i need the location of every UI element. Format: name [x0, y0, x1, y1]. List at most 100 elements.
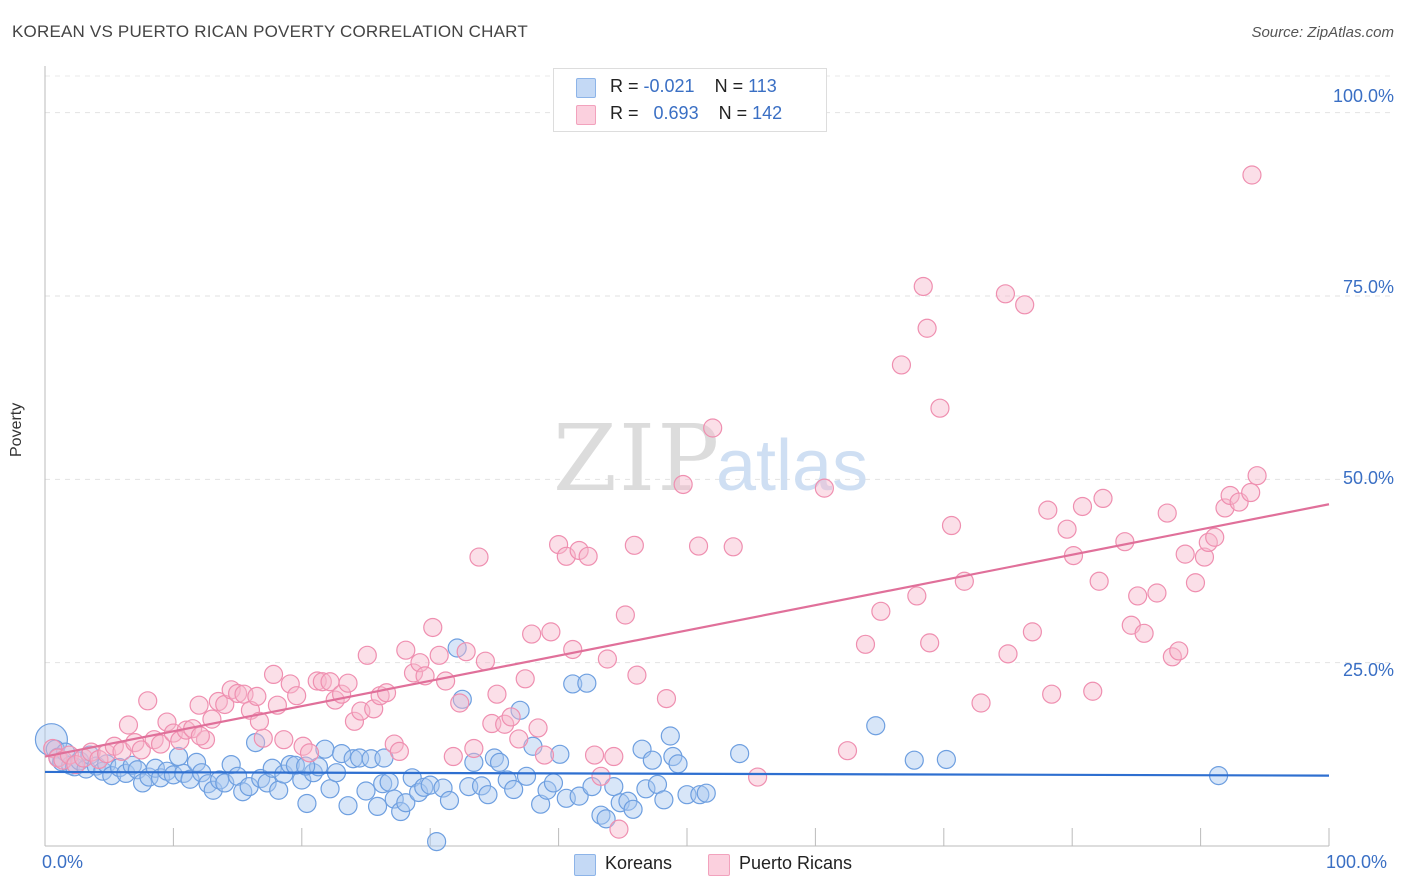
- watermark-atlas: atlas: [716, 426, 868, 506]
- puerto-rican-point: [344, 711, 365, 731]
- korean-point: [332, 743, 352, 764]
- puerto-rican-point: [1147, 583, 1167, 603]
- puerto-rican-point: [89, 749, 109, 770]
- korean-point: [696, 783, 716, 803]
- korean-point: [356, 781, 376, 801]
- legend-swatch-koreans: [576, 78, 596, 98]
- y-tick-label-50: 50.0%: [1342, 468, 1394, 488]
- korean-point: [233, 782, 253, 802]
- puerto-rican-point: [1247, 466, 1267, 486]
- puerto-rican-point: [624, 535, 644, 555]
- puerto-rican-point: [247, 686, 267, 707]
- puerto-rican-point: [609, 819, 629, 839]
- puerto-rican-point: [1198, 532, 1218, 553]
- puerto-rican-point: [930, 398, 950, 418]
- puerto-rican-point: [522, 624, 542, 644]
- legend-r-label: R =: [610, 103, 644, 123]
- y-tick-label-75: 75.0%: [1342, 277, 1394, 297]
- puerto-rican-point: [53, 750, 73, 770]
- puerto-rican-point: [501, 707, 521, 727]
- puerto-rican-point: [615, 605, 635, 625]
- korean-point: [623, 799, 643, 819]
- puerto-rican-point: [541, 622, 561, 642]
- puerto-rican-point: [591, 766, 611, 786]
- y-axis-label: Poverty: [8, 402, 25, 457]
- korean-point: [203, 780, 223, 800]
- korean-point: [596, 809, 616, 829]
- puerto-rican-point: [487, 684, 507, 704]
- puerto-rican-point: [1089, 571, 1109, 591]
- korean-point: [320, 779, 340, 799]
- bottom-legend-label-puerto-ricans: Puerto Ricans: [739, 853, 853, 873]
- puerto-ricans-points: [43, 165, 1267, 839]
- puerto-rican-point: [1083, 681, 1103, 701]
- korean-point: [257, 773, 277, 793]
- puerto-rican-point: [584, 745, 605, 765]
- korean-point: [730, 743, 750, 764]
- korean-point: [497, 770, 517, 790]
- korean-point: [504, 779, 524, 800]
- puerto-rican-point: [312, 672, 332, 692]
- korean-point: [198, 774, 218, 794]
- puerto-rican-point: [656, 688, 677, 709]
- puerto-rican-point: [534, 745, 555, 765]
- puerto-rican-point: [150, 734, 171, 754]
- korean-point: [904, 750, 924, 770]
- puerto-rican-point: [891, 355, 912, 375]
- korean-point: [636, 779, 656, 799]
- x-tick-label-min: 0.0%: [42, 852, 84, 872]
- puerto-rican-point: [190, 726, 210, 746]
- korean-point: [550, 744, 570, 764]
- korean-point: [427, 831, 447, 852]
- korean-point: [591, 805, 611, 825]
- puerto-rican-point: [118, 715, 139, 735]
- koreans-points: [34, 638, 1229, 852]
- korean-point: [168, 746, 189, 767]
- puerto-rican-point: [814, 478, 834, 498]
- puerto-rican-point: [1134, 623, 1154, 643]
- korean-point: [690, 785, 710, 805]
- puerto-rican-point: [138, 691, 158, 711]
- puerto-rican-point: [475, 651, 496, 671]
- korean-point: [221, 754, 241, 775]
- puerto-rican-point: [376, 683, 397, 703]
- puerto-rican-point: [249, 711, 270, 731]
- puerto-rican-point: [495, 714, 515, 734]
- puerto-rican-point: [469, 547, 489, 567]
- korean-trend-line: [44, 770, 1330, 777]
- puerto-rican-point: [1169, 641, 1189, 661]
- korean-point: [433, 778, 453, 798]
- chart-title: KOREAN VS PUERTO RICAN POVERTY CORRELATI…: [12, 22, 528, 41]
- puerto-rican-point: [998, 644, 1018, 664]
- puerto-rican-point: [1241, 482, 1261, 503]
- puerto-rican-point: [436, 671, 456, 691]
- puerto-rican-point: [837, 741, 858, 761]
- korean-point: [180, 769, 200, 789]
- y-tick-label-25: 25.0%: [1342, 660, 1394, 680]
- korean-point: [537, 780, 557, 800]
- puerto-rican-point: [578, 546, 598, 566]
- puerto-rican-point: [1194, 547, 1215, 567]
- legend-n-label: N =: [714, 76, 749, 96]
- puerto-rican-point: [1128, 586, 1148, 606]
- puerto-rican-point: [604, 746, 624, 767]
- korean-point: [577, 673, 597, 693]
- puerto-rican-point: [1157, 503, 1177, 523]
- korean-point: [660, 726, 680, 746]
- puerto-rican-point: [131, 740, 151, 760]
- korean-point: [452, 689, 472, 709]
- korean-point: [654, 790, 674, 810]
- puerto-rican-point: [396, 640, 416, 660]
- puerto-rican-point: [464, 738, 484, 759]
- puerto-rican-point: [1205, 527, 1225, 547]
- korean-point: [409, 782, 429, 803]
- axes: [44, 66, 1330, 847]
- puerto-rican-point: [917, 318, 937, 338]
- puerto-rican-point: [1093, 488, 1113, 508]
- grid-lines: [45, 75, 1392, 664]
- watermark-zip: ZIP: [553, 405, 721, 512]
- stats-legend: R = -0.021 N = 113 R = 0.693 N = 142: [553, 68, 827, 132]
- x-tick-label-max: 100.0%: [1326, 852, 1388, 872]
- korean-point: [516, 766, 537, 786]
